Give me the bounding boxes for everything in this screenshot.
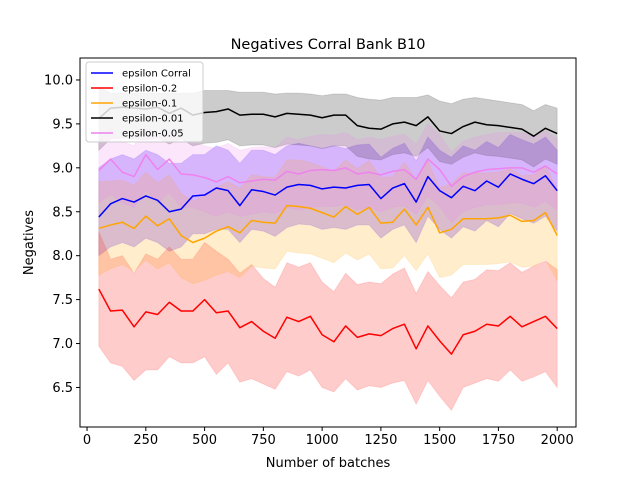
y-tick-label: 8.0 [52,249,73,264]
band-epsilon-0-1 [98,159,558,285]
band-epsilon-0-2 [98,231,558,412]
legend-label-epsilon-corral: epsilon Corral [122,69,191,80]
series-line-epsilon-0-1 [98,204,558,244]
y-tick-label: 7.5 [52,293,73,308]
y-tick-label: 10.0 [44,73,73,88]
y-tick-label: 6.5 [52,381,73,396]
legend-label-epsilon-0-2: epsilon-0.2 [122,84,177,95]
y-axis-ticks: 6.5 7.0 7.5 8.0 8.5 9.0 9.5 10.0 [44,73,80,396]
series-line-epsilon-0-05 [98,153,558,188]
legend-box [85,61,204,143]
band-epsilon-corral [98,133,558,257]
x-tick-label: 0 [83,433,91,448]
legend-label-epsilon-0-05: epsilon-0.05 [122,129,184,140]
confidence-bands [98,86,558,412]
legend: epsilon Corral epsilon-0.2 epsilon-0.1 epsi… [85,61,204,143]
x-tick-label: 1500 [423,433,456,448]
y-tick-label: 8.5 [52,205,73,220]
x-tick-label: 1750 [482,433,515,448]
legend-label-epsilon-0-01: epsilon-0.01 [122,114,184,125]
y-tick-label: 9.5 [52,117,73,132]
plot-frame [79,57,577,428]
series-lines [98,106,558,355]
y-tick-label: 7.0 [52,337,73,352]
x-tick-label: 250 [133,433,158,448]
series-line-epsilon-corral [98,173,558,218]
y-tick-label: 9.0 [52,161,73,176]
y-axis-label: Negatives [22,210,37,275]
x-tick-label: 500 [192,433,217,448]
legend-label-epsilon-0-1: epsilon-0.1 [122,99,177,110]
x-tick-label: 1000 [306,433,339,448]
x-tick-label: 2000 [541,433,574,448]
x-axis-ticks: 0 250 500 750 1000 1250 1500 1750 2000 [83,427,574,448]
x-tick-label: 750 [251,433,276,448]
chart-title: Negatives Corral Bank B10 [231,37,426,53]
x-axis-label: Number of batches [266,456,391,471]
band-epsilon-0-01 [98,86,558,168]
series-line-epsilon-0-2 [98,288,558,355]
x-tick-label: 1250 [364,433,397,448]
band-epsilon-0-05 [98,123,558,224]
